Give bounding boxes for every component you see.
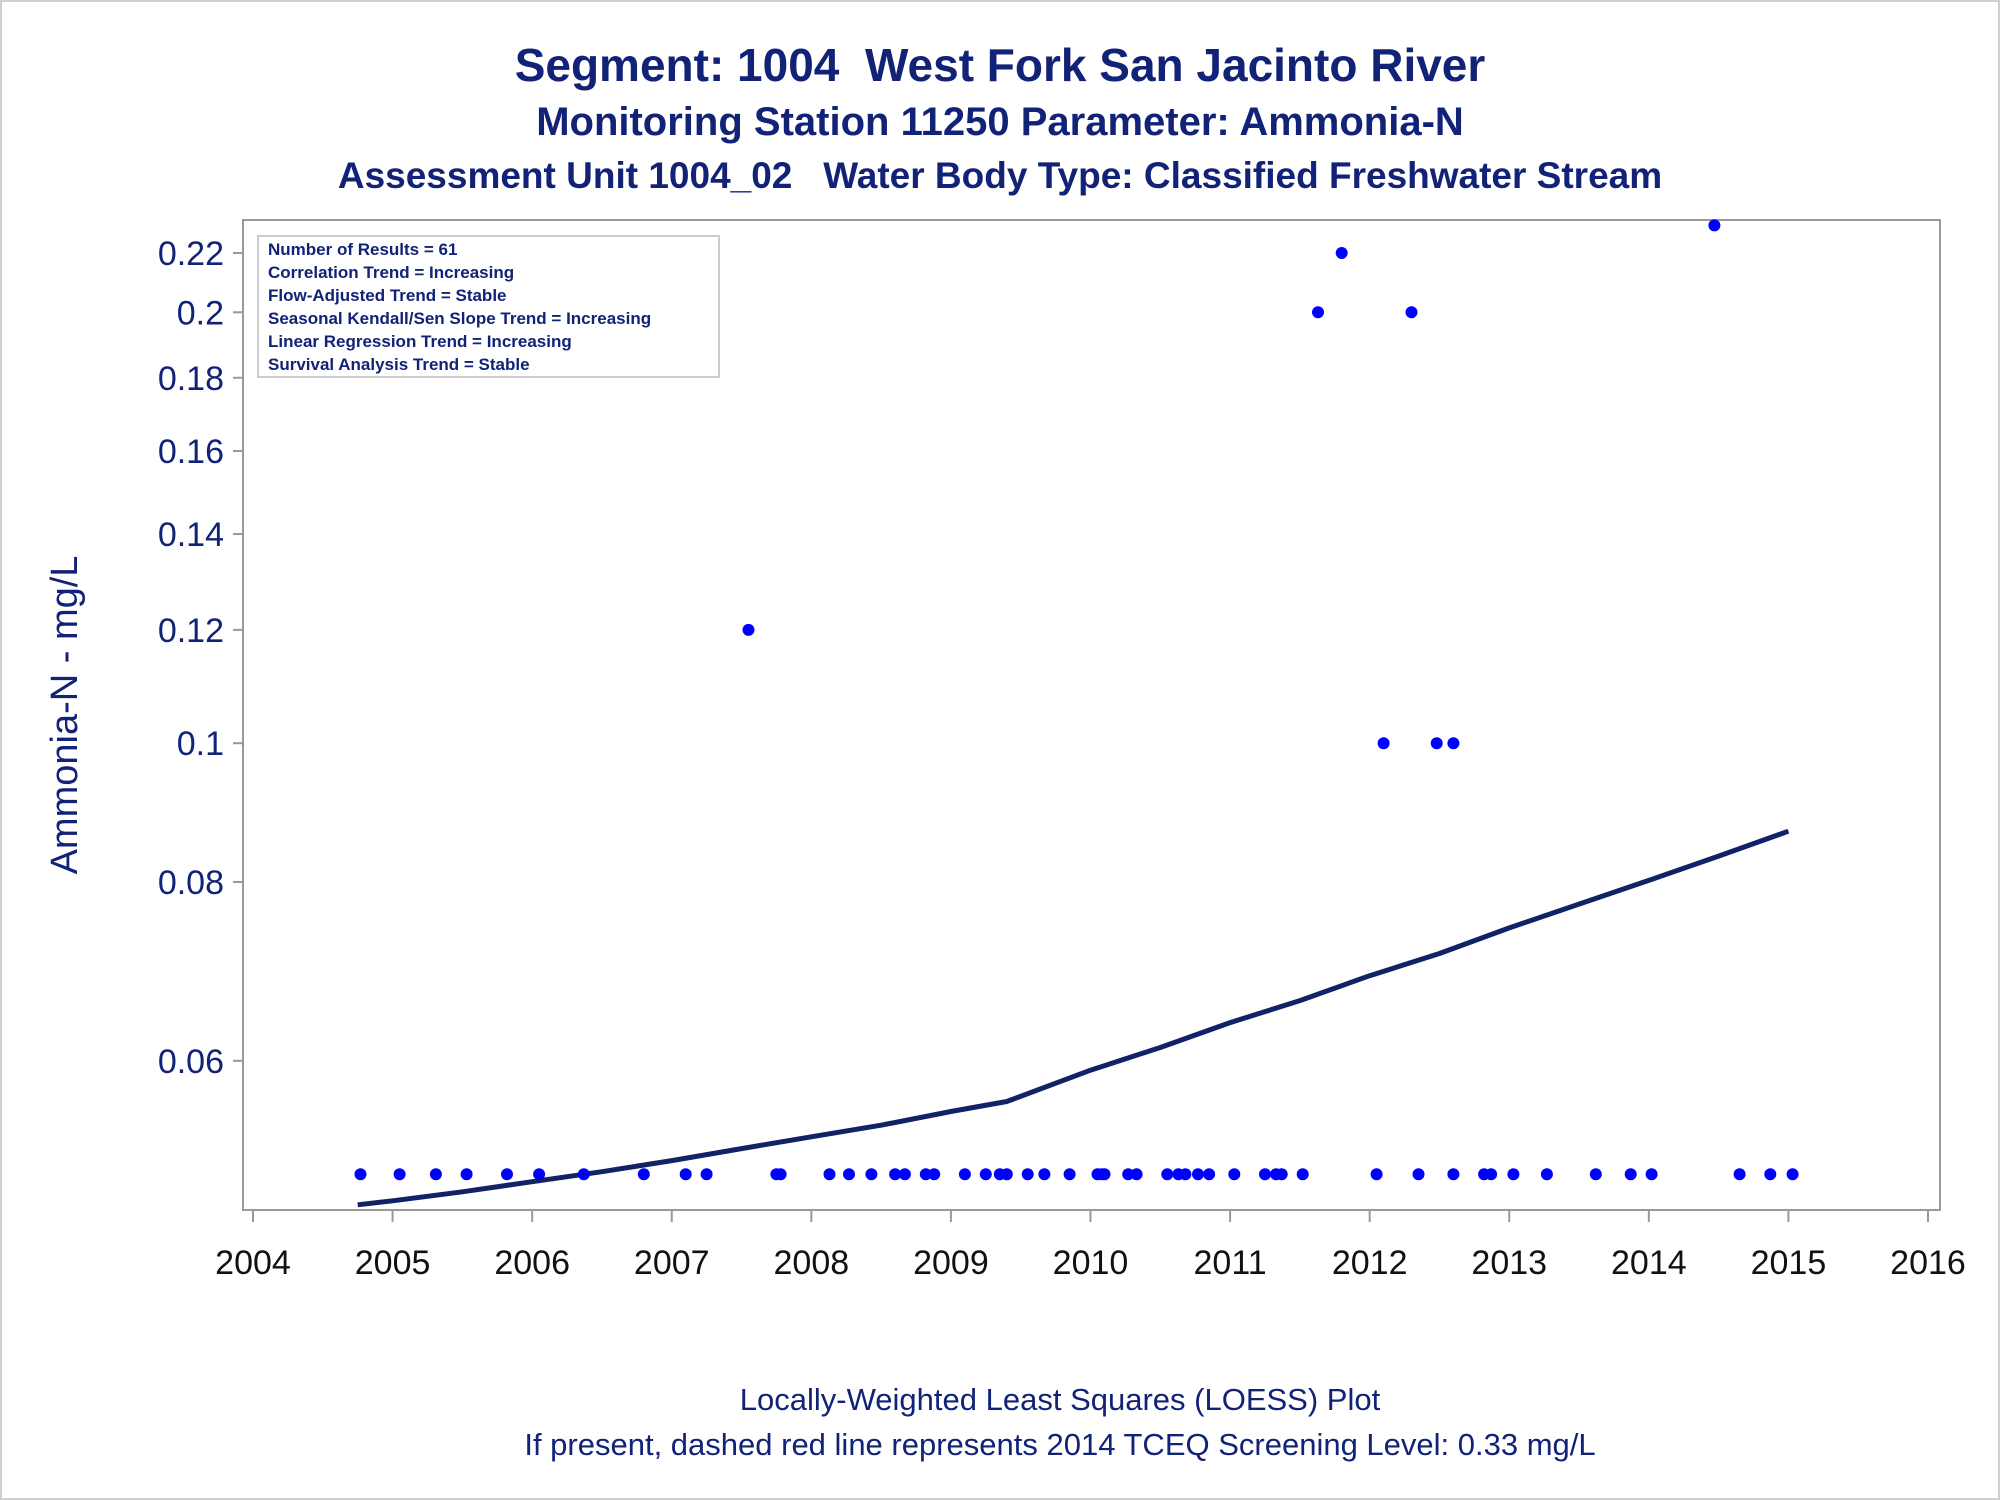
x-tick-label-0: 2004 xyxy=(215,1244,291,1282)
data-point xyxy=(1021,1168,1034,1181)
data-point xyxy=(429,1168,442,1181)
x-tick-label-3: 2007 xyxy=(634,1244,710,1282)
data-point xyxy=(1228,1168,1241,1181)
data-point xyxy=(1645,1168,1658,1181)
stats-line-5: Linear Regression Trend = Increasing xyxy=(268,332,572,351)
data-point xyxy=(1203,1168,1216,1181)
data-point xyxy=(1370,1168,1383,1181)
data-point xyxy=(1098,1168,1111,1181)
data-point xyxy=(1259,1168,1271,1181)
data-point xyxy=(1589,1168,1602,1181)
x-tick-label-7: 2011 xyxy=(1194,1244,1267,1282)
data-point xyxy=(1063,1168,1076,1181)
data-point xyxy=(577,1168,590,1181)
y-tick-label-7: 0.2 xyxy=(177,294,224,332)
data-point xyxy=(928,1168,941,1181)
data-point xyxy=(700,1168,713,1181)
data-point xyxy=(1038,1168,1051,1181)
x-tick-label-8: 2012 xyxy=(1332,1244,1408,1282)
x-tick-label-11: 2015 xyxy=(1751,1244,1827,1282)
data-point xyxy=(460,1168,473,1181)
x-tick-label-9: 2013 xyxy=(1471,1244,1547,1282)
stats-legend: Number of Results = 61 Correlation Trend… xyxy=(257,235,720,378)
y-tick-label-5: 0.16 xyxy=(158,433,224,471)
data-point xyxy=(1786,1168,1799,1181)
stats-line-1: Number of Results = 61 xyxy=(268,240,457,259)
x-tick-label-6: 2010 xyxy=(1053,1244,1129,1282)
data-point xyxy=(501,1168,513,1181)
data-point xyxy=(1161,1168,1174,1181)
y-tick-label-6: 0.18 xyxy=(158,360,224,398)
data-point xyxy=(1447,1168,1460,1181)
data-point xyxy=(1447,737,1460,750)
stats-line-3: Flow-Adjusted Trend = Stable xyxy=(268,286,507,305)
data-point xyxy=(1430,737,1443,750)
data-point xyxy=(1733,1168,1746,1181)
y-tick-label-1: 0.08 xyxy=(158,864,224,902)
y-tick-label-8: 0.22 xyxy=(158,235,224,273)
stats-line-4: Seasonal Kendall/Sen Slope Trend = Incre… xyxy=(268,309,651,328)
data-point xyxy=(1485,1168,1498,1181)
data-point xyxy=(1405,306,1418,319)
y-tick-label-4: 0.14 xyxy=(158,516,224,554)
x-tick-label-10: 2014 xyxy=(1611,1244,1687,1282)
y-tick-label-3: 0.12 xyxy=(158,612,224,650)
data-point xyxy=(1296,1168,1309,1181)
data-point xyxy=(533,1168,546,1181)
data-point xyxy=(1275,1168,1288,1181)
data-point xyxy=(1764,1168,1777,1181)
data-point xyxy=(393,1168,406,1181)
data-point xyxy=(354,1168,367,1181)
y-tick-label-2: 0.1 xyxy=(177,725,224,763)
x-tick-label-5: 2009 xyxy=(913,1244,989,1282)
chart-title: Segment: 1004 West Fork San Jacinto Rive… xyxy=(514,39,1486,91)
data-point xyxy=(1192,1168,1204,1181)
x-tick-label-1: 2005 xyxy=(355,1244,431,1282)
data-point xyxy=(637,1168,650,1181)
data-point xyxy=(823,1168,836,1181)
stats-line-2: Correlation Trend = Increasing xyxy=(268,263,514,282)
data-point xyxy=(865,1168,878,1181)
data-point xyxy=(889,1168,902,1181)
data-point xyxy=(742,623,755,636)
stats-line-6: Survival Analysis Trend = Stable xyxy=(268,355,530,374)
data-point xyxy=(898,1168,911,1181)
y-axis-label: Ammonia-N - mg/L xyxy=(44,556,86,875)
footer-line-2: If present, dashed red line represents 2… xyxy=(524,1427,1596,1462)
data-point xyxy=(1000,1168,1013,1181)
data-point xyxy=(1540,1168,1553,1181)
data-point xyxy=(979,1168,992,1181)
data-point xyxy=(919,1168,932,1181)
x-tick-label-4: 2008 xyxy=(774,1244,850,1282)
data-point xyxy=(1179,1168,1192,1181)
chart-subtitle-2: Assessment Unit 1004_02 Water Body Type:… xyxy=(337,155,1663,196)
plot-area xyxy=(242,219,1941,1211)
data-point xyxy=(679,1168,692,1181)
data-point xyxy=(843,1168,855,1181)
footer-line-1: Locally-Weighted Least Squares (LOESS) P… xyxy=(739,1382,1381,1417)
data-point xyxy=(1624,1168,1637,1181)
y-axis: 0.06 0.08 0.1 0.12 0.14 0.16 0.18 0.2 0.22 xyxy=(158,235,243,1081)
data-point xyxy=(1122,1168,1135,1181)
loess-layer xyxy=(357,828,1790,1208)
data-point xyxy=(958,1168,971,1181)
stats-legend-box xyxy=(257,235,720,378)
data-point xyxy=(1377,737,1390,750)
data-point xyxy=(1412,1168,1425,1181)
x-axis: 2004 2005 2006 2007 2008 2009 2010 2011 2012 2013… xyxy=(215,1210,1966,1282)
data-point xyxy=(1312,306,1324,319)
x-tick-label-12: 2016 xyxy=(1890,1244,1966,1282)
loess-line xyxy=(357,828,1790,1208)
points-layer xyxy=(354,219,1799,1181)
data-point xyxy=(1130,1168,1143,1181)
data-point xyxy=(1507,1168,1520,1181)
data-point xyxy=(1708,219,1721,232)
data-point xyxy=(1335,247,1348,259)
chart-subtitle: Monitoring Station 11250 Parameter: Ammo… xyxy=(536,100,1464,144)
y-tick-label-0: 0.06 xyxy=(158,1043,224,1081)
x-tick-label-2: 2006 xyxy=(494,1244,570,1282)
data-point xyxy=(774,1168,787,1181)
